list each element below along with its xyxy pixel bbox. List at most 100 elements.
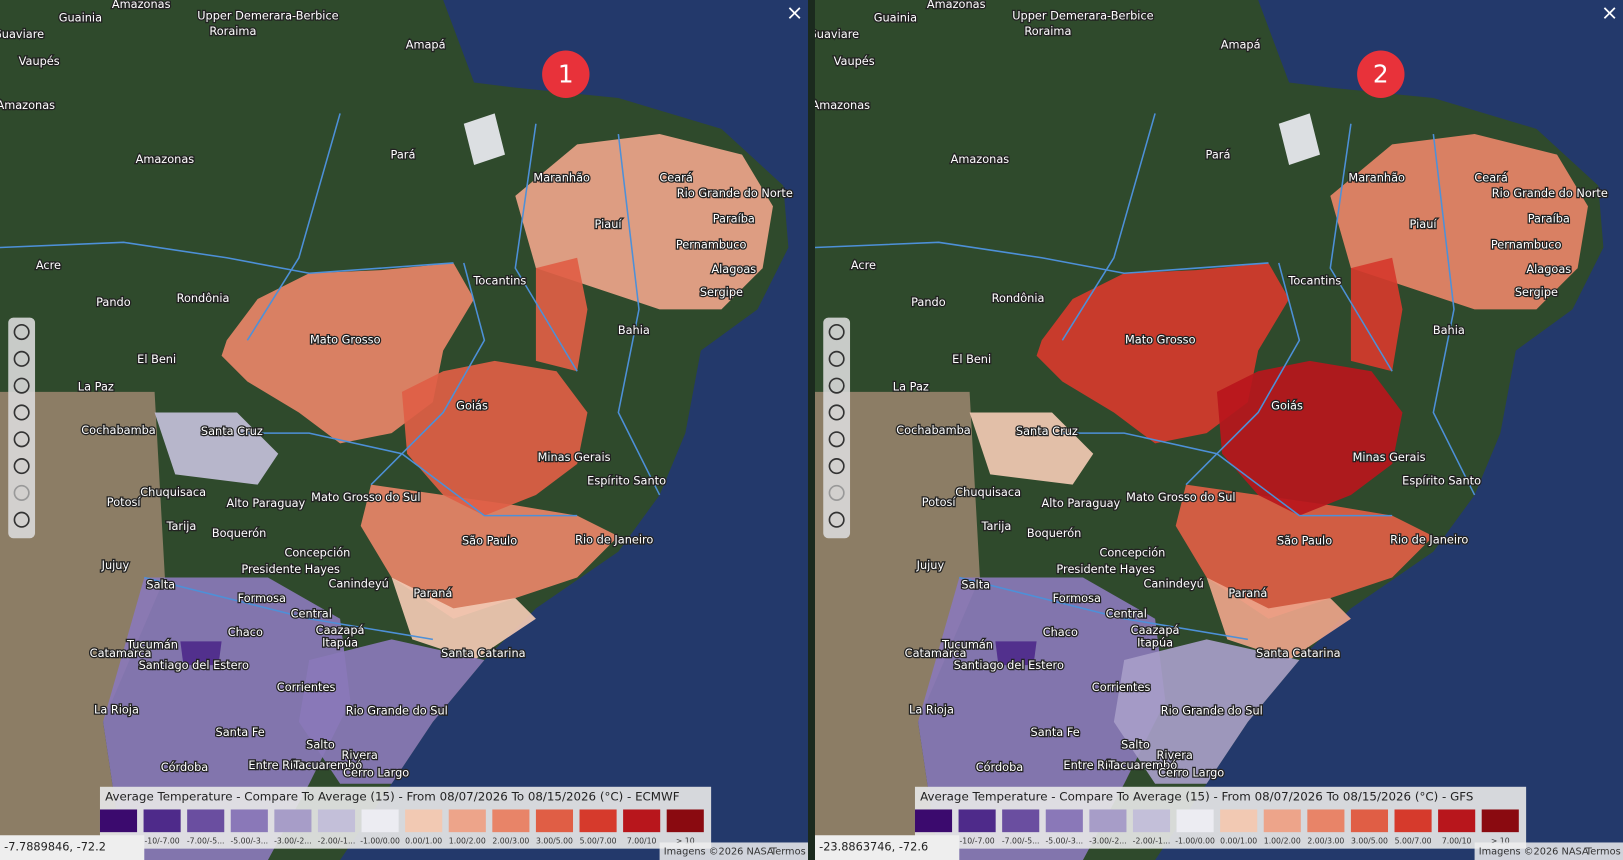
place-label: Tucumán [941,638,993,652]
place-label: La Rioja [909,702,954,716]
place-label: Córdoba [976,760,1024,774]
temperature-region [154,412,279,485]
place-label: Córdoba [161,760,209,774]
tool-button[interactable] [13,404,30,421]
place-label: Amapá [1221,37,1261,51]
attribution-box [1474,842,1623,860]
place-label: Santa Fe [1031,725,1080,739]
legend-label: -7.00/-5... [1002,836,1040,845]
place-label: Paraíba [713,212,755,226]
tool-button[interactable] [13,458,30,475]
legend-swatch [1132,809,1171,833]
tool-button[interactable] [828,484,845,501]
terms-link[interactable]: Termos [770,847,806,858]
place-label: Amazonas [0,98,55,112]
tool-button[interactable] [828,377,845,394]
tool-button[interactable] [13,377,30,394]
place-label: Chaco [228,625,263,639]
terms-link[interactable]: Termos [1585,847,1621,858]
legend-swatch [1089,809,1127,833]
place-label: Acre [36,258,61,272]
place-label: Pará [1206,148,1231,162]
legend-swatch [1263,809,1301,833]
place-label: Formosa [238,591,286,605]
temperature-region [1113,639,1300,784]
place-label: Goiás [456,398,488,412]
tool-button[interactable] [828,458,845,475]
legend-swatch [666,809,704,833]
legend-swatch [99,809,138,833]
place-label: Bahia [1433,323,1465,337]
legend-label: > 10 [676,836,695,845]
close-button[interactable]: × [786,0,803,24]
toolbar [823,317,851,539]
place-label: Espírito Santo [1402,474,1481,488]
tool-button[interactable] [13,431,30,448]
place-label: Pernambuco [676,237,747,251]
legend-title: Average Temperature - Compare To Average… [105,790,680,804]
tool-button[interactable] [13,350,30,367]
state-border [1061,113,1156,341]
tool-button[interactable] [828,511,845,528]
temperature-region [1206,577,1351,660]
legend-label: 5.00/7.00 [1395,836,1432,845]
legend-label: -10/-7.00 [145,836,180,845]
place-label: Minas Gerais [1353,450,1426,464]
legend-label: 1.00/2.00 [449,836,486,845]
place-label: Tarija [165,519,196,533]
tool-button[interactable] [13,484,30,501]
legend-swatch [623,809,661,833]
close-button[interactable]: × [1601,0,1618,24]
temperature-region [969,412,1094,485]
ocean [1155,0,1623,860]
place-label: La Rioja [94,702,139,716]
tool-button[interactable] [828,404,845,421]
legend-label: 3.00/5.00 [536,836,573,845]
temperature-region [463,113,505,165]
tool-button[interactable] [828,431,845,448]
place-label: Alagoas [1526,262,1571,276]
place-label: Goiás [1271,398,1303,412]
place-label: Rondônia [992,291,1045,305]
temperature-region [298,639,485,784]
legend-label: -5.00/-3... [1045,836,1083,845]
place-label: Minas Gerais [538,450,611,464]
state-border [1432,133,1476,496]
place-label: Vaupés [834,54,875,68]
place-label: Concepción [1099,546,1165,560]
place-label: Tocantins [472,274,526,288]
place-label: Rio de Janeiro [1390,532,1468,546]
place-label: La Paz [893,380,929,394]
legend-swatch [914,809,953,833]
place-label: Ceará [659,170,692,184]
place-label: Mato Grosso do Sul [311,490,420,504]
place-label: Rio Grande do Sul [346,704,448,718]
place-label: Tucumán [126,638,178,652]
tool-button[interactable] [828,323,845,341]
place-label: Maranhão [533,170,590,184]
temperature-region [391,577,536,660]
place-label: Entre Ríos [248,758,306,772]
legend-label: -3.00/-2... [1089,836,1127,845]
place-label: Roraima [209,24,256,38]
place-label: Cerro Largo [1158,765,1224,779]
tool-button[interactable] [13,323,30,341]
place-label: Amazonas [136,152,195,166]
tool-button[interactable] [828,350,845,367]
place-label: Salta [146,578,175,592]
legend-swatch [405,809,443,833]
legend-label: 1.00/2.00 [1264,836,1301,845]
place-label: Guaviare [815,27,859,41]
legend-label: 2.00/3.00 [492,836,529,845]
place-label: Rivera [342,748,378,762]
panel-marker [542,50,590,98]
legend-swatch [1307,809,1345,833]
legend-swatch [1481,809,1519,833]
tool-button[interactable] [13,511,30,528]
andes [0,391,165,860]
legend-swatch [535,809,574,833]
place-label: Salto [1121,738,1150,752]
place-label: Pernambuco [1491,237,1562,251]
state-border [815,241,1269,275]
place-label: Maranhão [1348,170,1405,184]
